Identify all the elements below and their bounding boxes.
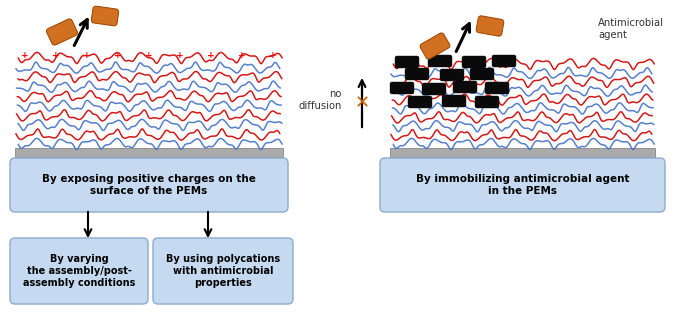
- Text: +: +: [21, 50, 29, 59]
- FancyBboxPatch shape: [453, 81, 477, 93]
- FancyBboxPatch shape: [408, 96, 432, 108]
- FancyBboxPatch shape: [475, 96, 499, 108]
- FancyBboxPatch shape: [10, 158, 288, 212]
- FancyBboxPatch shape: [442, 95, 466, 107]
- FancyBboxPatch shape: [395, 56, 419, 68]
- FancyBboxPatch shape: [380, 158, 665, 212]
- Text: By using polycations
with antimicrobial
properties: By using polycations with antimicrobial …: [166, 254, 280, 288]
- Text: +: +: [207, 50, 215, 59]
- Text: By exposing positive charges on the
surface of the PEMs: By exposing positive charges on the surf…: [42, 174, 256, 196]
- Text: +: +: [114, 50, 122, 59]
- FancyBboxPatch shape: [405, 68, 429, 80]
- FancyBboxPatch shape: [485, 82, 509, 94]
- FancyBboxPatch shape: [390, 82, 414, 94]
- FancyBboxPatch shape: [440, 69, 464, 81]
- Text: +: +: [52, 50, 59, 59]
- Text: no
diffusion: no diffusion: [299, 89, 342, 111]
- FancyBboxPatch shape: [420, 33, 450, 59]
- FancyBboxPatch shape: [462, 56, 486, 68]
- FancyBboxPatch shape: [470, 68, 494, 80]
- FancyBboxPatch shape: [10, 238, 148, 304]
- FancyBboxPatch shape: [422, 83, 446, 95]
- Text: By varying
the assembly/post-
assembly conditions: By varying the assembly/post- assembly c…: [23, 254, 135, 288]
- Text: By immobilizing antimicrobial agent
in the PEMs: By immobilizing antimicrobial agent in t…: [416, 174, 629, 196]
- FancyBboxPatch shape: [428, 55, 452, 67]
- FancyBboxPatch shape: [492, 55, 516, 67]
- Text: +: +: [145, 50, 153, 59]
- Text: +: +: [176, 50, 184, 59]
- Text: +: +: [269, 50, 276, 59]
- Text: Antimicrobial
agent: Antimicrobial agent: [598, 18, 664, 40]
- Bar: [15, 148, 283, 157]
- Text: +: +: [238, 50, 246, 59]
- FancyBboxPatch shape: [91, 6, 119, 26]
- Text: +: +: [83, 50, 91, 59]
- FancyBboxPatch shape: [47, 19, 78, 45]
- Bar: [390, 148, 655, 157]
- FancyBboxPatch shape: [153, 238, 293, 304]
- Text: ✕: ✕: [354, 94, 370, 112]
- FancyBboxPatch shape: [476, 16, 504, 36]
